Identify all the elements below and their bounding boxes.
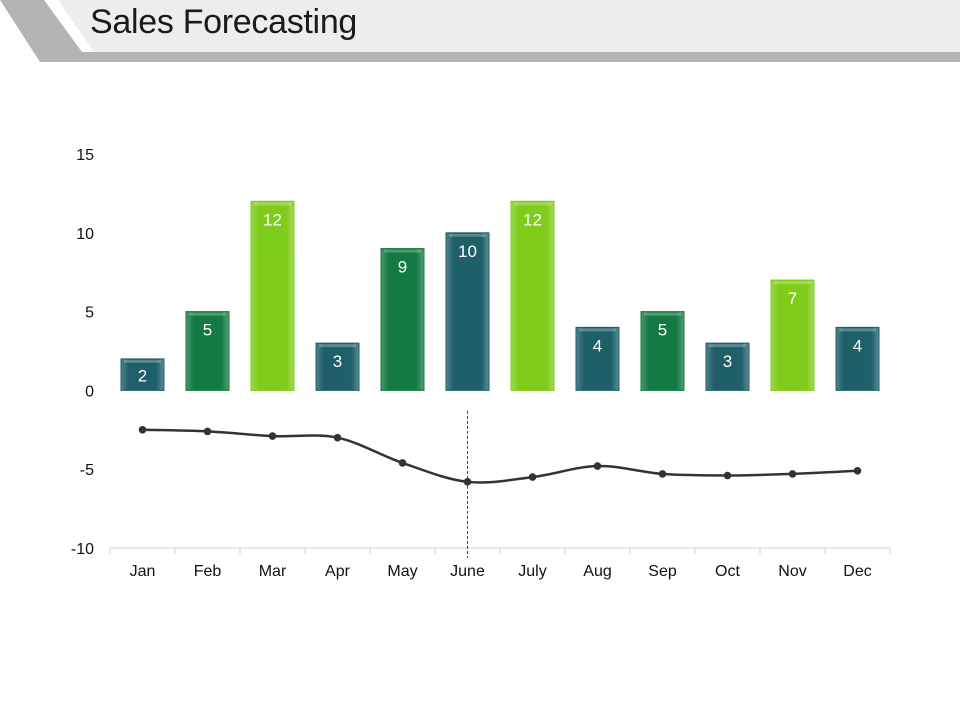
bar-value-label: 3 [333, 352, 342, 371]
y-tick-label: 15 [76, 147, 94, 164]
bar-mar [250, 200, 295, 391]
x-tick-label: Oct [715, 563, 740, 580]
bar-highlight [254, 202, 291, 206]
bar-highlight [384, 249, 421, 253]
bar-highlight [774, 281, 811, 285]
forecast-point [463, 478, 472, 486]
bar-value-label: 12 [523, 210, 542, 229]
forecast-point [138, 426, 147, 434]
bar-highlight [709, 344, 746, 348]
bar-value-label: 12 [263, 210, 282, 229]
bar-highlight [839, 328, 876, 332]
bar-july [510, 200, 555, 391]
bar-aug [575, 326, 620, 391]
x-tick-label: Aug [583, 563, 611, 580]
x-tick-label: July [518, 563, 546, 580]
bar-value-label: 3 [723, 352, 732, 371]
title-banner-background [58, 0, 960, 52]
bar-value-label: 7 [788, 289, 797, 308]
x-tick-label: Jan [130, 563, 156, 580]
y-tick-label: 5 [85, 305, 94, 322]
page-title: Sales Forecasting [90, 3, 358, 41]
bar-highlight [124, 359, 161, 363]
bar-value-label: 5 [658, 321, 667, 340]
forecast-point [658, 470, 667, 478]
x-tick-label: Dec [843, 563, 871, 580]
x-tick-label: Nov [778, 563, 806, 580]
y-tick-label: 10 [76, 226, 94, 243]
bar-highlight [644, 312, 681, 316]
bar-nov [770, 279, 815, 391]
forecast-point [723, 471, 732, 480]
bar-value-label: 4 [853, 336, 862, 355]
forecast-line [142, 428, 858, 484]
forecast-point [528, 473, 537, 481]
bar-jan [120, 358, 165, 391]
bar-may [380, 248, 425, 391]
bar-value-label: 2 [138, 367, 147, 386]
x-tick-label: May [387, 563, 417, 580]
x-tick-label: Mar [259, 563, 287, 580]
title-banner-accent [0, 0, 960, 62]
x-tick-label: Apr [325, 563, 351, 580]
bar-highlight [319, 344, 356, 348]
bar-oct [705, 342, 750, 391]
title-banner [0, 0, 960, 62]
forecast-point [398, 459, 407, 467]
y-tick-label: 0 [85, 383, 94, 400]
forecast-point [593, 462, 602, 470]
bar-sep [640, 311, 685, 391]
bar-highlight [449, 233, 486, 237]
forecast-point [203, 427, 212, 436]
bar-value-label: 5 [203, 321, 212, 340]
forecast-point [268, 432, 277, 440]
bar-highlight [514, 202, 551, 206]
bar-value-label: 10 [458, 242, 477, 261]
bar-value-label: 9 [398, 258, 407, 277]
bar-apr [315, 342, 360, 391]
bar-june [445, 232, 490, 391]
forecast-point [333, 433, 342, 442]
bar-highlight [189, 312, 226, 316]
y-tick-label: -5 [80, 462, 94, 479]
x-tick-label: Feb [194, 563, 222, 580]
forecast-point [853, 466, 862, 475]
forecast-point [788, 470, 797, 478]
bar-value-label: 4 [593, 336, 602, 355]
x-tick-label: Sep [648, 563, 677, 580]
bar-feb [185, 311, 230, 391]
bar-dec [835, 326, 880, 391]
bar-highlight [579, 328, 616, 332]
x-tick-label: June [450, 563, 485, 580]
y-tick-label: -10 [71, 541, 94, 558]
